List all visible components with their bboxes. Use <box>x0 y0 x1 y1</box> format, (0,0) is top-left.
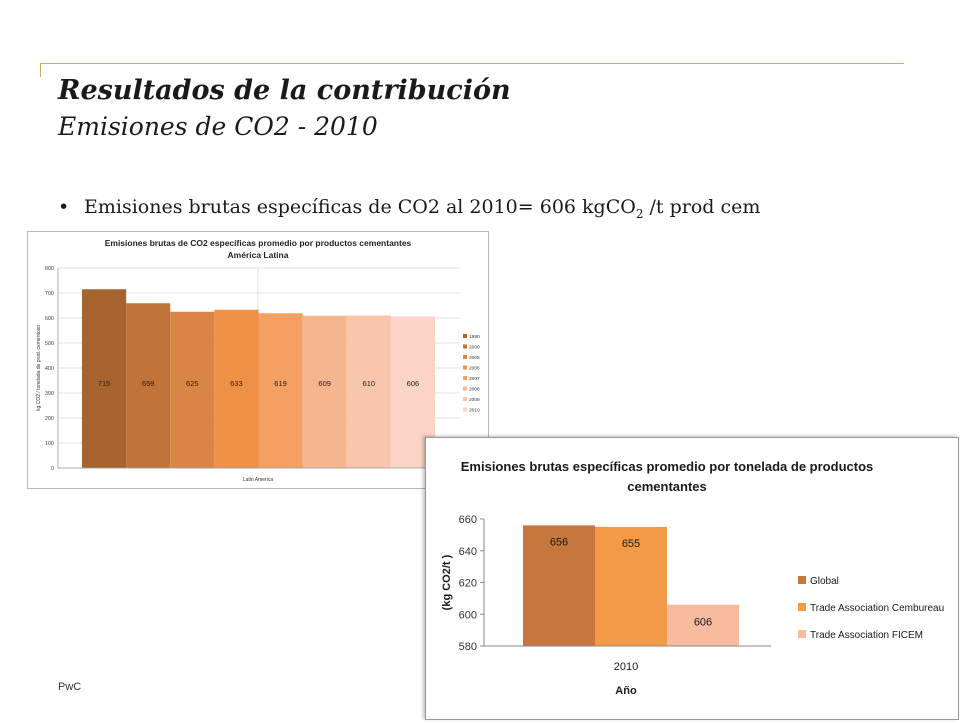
data-label: 610 <box>363 379 376 388</box>
title-rule-tick <box>40 63 41 77</box>
y-tick-label: 600 <box>45 316 54 322</box>
legend-swatch <box>463 397 467 401</box>
legend-swatch <box>463 365 467 370</box>
bar-trade-association-ficem <box>667 604 739 646</box>
y-axis-label: (kg CO2/t ) <box>441 554 453 610</box>
bar-2009 <box>346 315 391 468</box>
y-tick-label: 100 <box>45 441 54 447</box>
legend-swatch <box>463 376 467 380</box>
latam-emissions-chart: Emisiones brutas de CO2 específicas prom… <box>27 231 489 489</box>
legend-swatch <box>463 344 467 349</box>
y-tick-label: 500 <box>45 341 54 347</box>
bar-2005 <box>170 311 215 468</box>
slide-subtitle: Emisiones de CO2 - 2010 <box>58 112 378 141</box>
data-label: 659 <box>142 379 155 388</box>
bar-2008 <box>302 315 347 468</box>
data-label: 606 <box>407 379 420 388</box>
y-tick-label: 300 <box>45 391 54 397</box>
y-tick-label: 580 <box>459 641 477 653</box>
legend-swatch <box>463 334 467 338</box>
y-axis-label: kg CO2 / tonelada de prod. cementoso <box>36 325 42 411</box>
legend-label: 2010 <box>469 408 480 414</box>
association-emissions-chart-svg: Emisiones brutas específicas promedio po… <box>441 459 944 697</box>
title-rule <box>40 63 904 64</box>
legend-label: Trade Association FICEM <box>810 630 923 641</box>
association-emissions-chart: Emisiones brutas específicas promedio po… <box>425 437 959 720</box>
y-tick-label: 800 <box>45 266 54 272</box>
bullet-item: • Emisiones brutas específicas de CO2 al … <box>58 196 760 221</box>
footer-brand: PwC <box>58 681 82 693</box>
legend-swatch <box>463 407 467 412</box>
legend-swatch <box>463 355 467 359</box>
bullet-subscript: 2 <box>635 206 644 221</box>
legend-label: 2005 <box>469 355 480 361</box>
y-tick-label: 200 <box>45 416 54 422</box>
chart-title-line: Emisiones brutas específicas promedio po… <box>461 459 873 474</box>
latam-emissions-chart-svg: Emisiones brutas de CO2 específicas prom… <box>36 238 480 483</box>
legend-swatch <box>798 630 806 638</box>
legend-label: 2006 <box>469 366 480 372</box>
data-label: 609 <box>318 379 331 388</box>
data-label: 625 <box>186 379 199 388</box>
data-label: 619 <box>274 379 287 388</box>
legend-label: 2000 <box>469 345 480 351</box>
data-label: 715 <box>98 379 111 388</box>
slide-title: Resultados de la contribución <box>58 75 511 106</box>
x-axis-label: Año <box>615 685 637 697</box>
data-label: 656 <box>550 536 568 548</box>
legend-label: Global <box>810 576 839 587</box>
chart-subtitle: América Latina <box>228 250 289 260</box>
y-tick-label: 400 <box>45 366 54 372</box>
x-tick-label: 2010 <box>614 661 638 673</box>
bar-1990 <box>82 289 127 468</box>
x-axis-label: Latin America <box>243 477 274 483</box>
data-label: 606 <box>694 617 712 629</box>
legend-label: 2008 <box>469 387 480 393</box>
chart-title-line: cementantes <box>627 479 706 494</box>
bar-2007 <box>258 313 303 468</box>
legend-label: 2009 <box>469 397 480 403</box>
y-tick-label: 700 <box>45 291 54 297</box>
legend-label: Trade Association Cembureau <box>810 603 944 614</box>
bullet-text-end: /t prod cem <box>643 196 761 218</box>
legend-swatch <box>463 386 467 391</box>
y-tick-label: 0 <box>51 466 54 472</box>
legend-swatch <box>798 603 806 611</box>
bar-2000 <box>126 303 171 468</box>
y-tick-label: 620 <box>459 578 477 590</box>
y-tick-label: 660 <box>459 514 477 526</box>
data-label: 633 <box>230 379 243 388</box>
bullet-text: Emisiones brutas específicas de CO2 al 2… <box>84 196 636 218</box>
chart-title: Emisiones brutas de CO2 específicas prom… <box>105 238 412 248</box>
data-label: 655 <box>622 538 640 550</box>
legend-label: 2007 <box>469 376 480 382</box>
bar-global <box>523 525 595 646</box>
bullet-dot: • <box>58 196 70 218</box>
y-tick-label: 640 <box>459 546 477 558</box>
bar-2006 <box>214 309 259 468</box>
legend-label: 1990 <box>469 334 480 340</box>
legend-swatch <box>798 576 806 584</box>
bar-trade-association-cembureau <box>595 526 667 646</box>
y-tick-label: 600 <box>459 609 477 621</box>
